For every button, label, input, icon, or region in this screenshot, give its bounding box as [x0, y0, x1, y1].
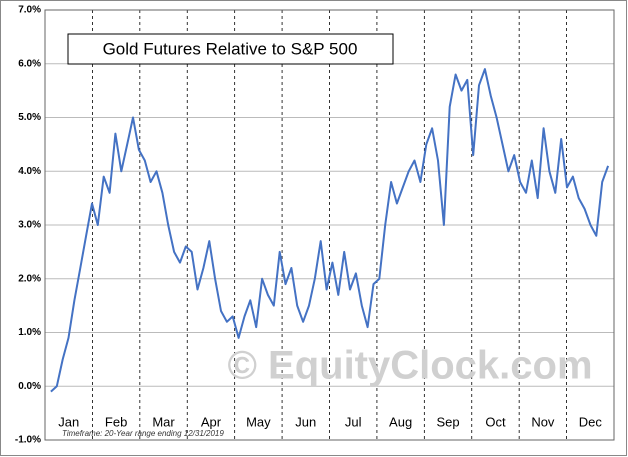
x-tick-label: Sep	[436, 414, 459, 429]
x-tick-label: Aug	[389, 414, 412, 429]
x-tick-label: Apr	[201, 414, 222, 429]
x-tick-label: Nov	[531, 414, 555, 429]
series-line	[50, 68, 610, 393]
y-tick-label: 3.0%	[18, 220, 41, 231]
y-tick-label: 0.0%	[18, 381, 41, 392]
plot-area	[44, 9, 615, 441]
y-tick-label: 4.0%	[18, 166, 41, 177]
x-tick-label: Feb	[105, 414, 127, 429]
x-tick-label: Jun	[295, 414, 316, 429]
x-tick-label: Mar	[152, 414, 175, 429]
y-tick-label: 1.0%	[18, 327, 41, 338]
footnote: Timeframe: 20-Year range ending 12/31/20…	[62, 429, 224, 438]
title-box	[67, 33, 394, 65]
plot	[50, 68, 610, 393]
x-tick-label: May	[246, 414, 271, 429]
x-tick-label: Oct	[485, 414, 506, 429]
y-tick-label: 5.0%	[18, 112, 41, 123]
y-tick-label: 7.0%	[18, 5, 41, 16]
chart-title: Gold Futures Relative to S&P 500	[103, 39, 358, 58]
x-tick-label: Dec	[579, 414, 603, 429]
watermark: © EquityClock.com	[227, 344, 592, 388]
y-tick-label: 2.0%	[18, 273, 41, 284]
y-tick-label: 6.0%	[18, 58, 41, 69]
x-tick-label: Jan	[58, 414, 79, 429]
y-tick-label: -1.0%	[15, 435, 41, 446]
x-tick-label: Jul	[345, 414, 362, 429]
